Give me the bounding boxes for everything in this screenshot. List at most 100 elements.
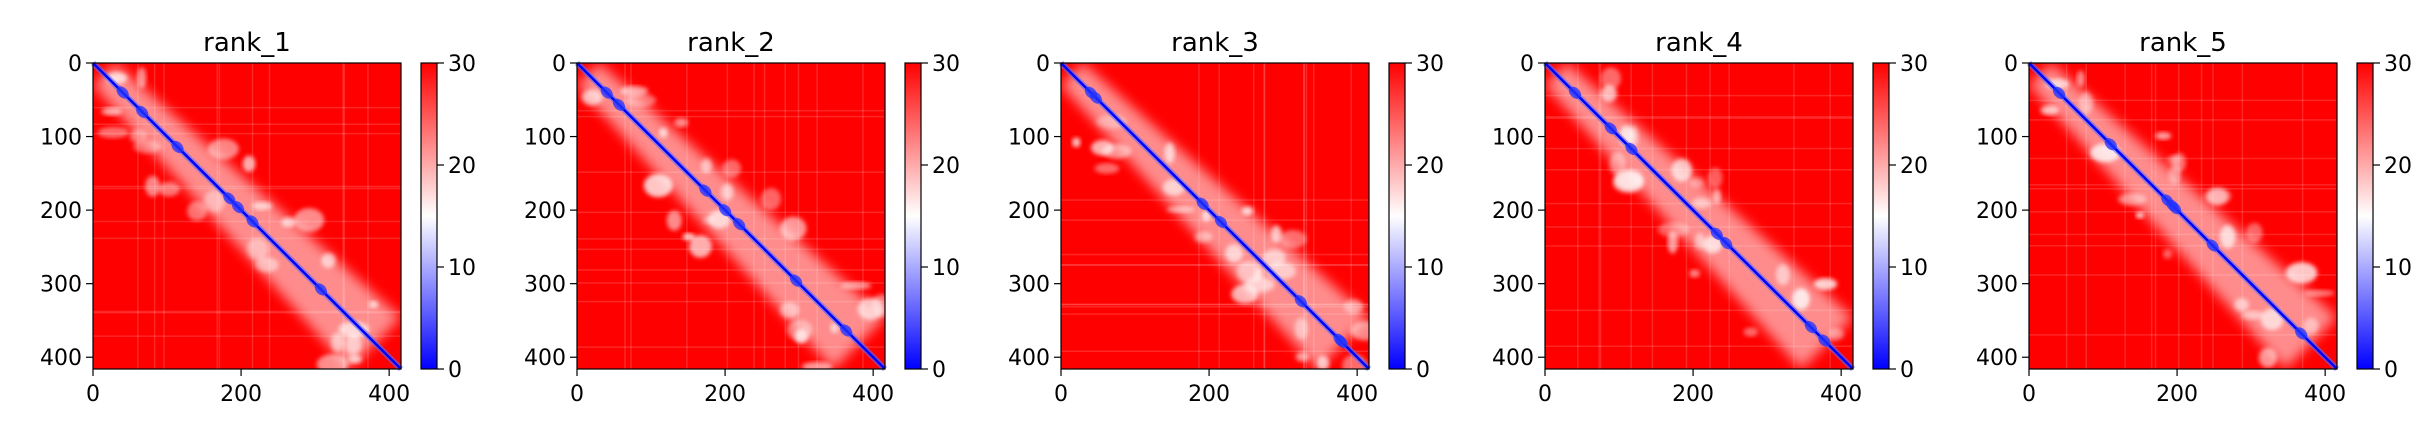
contact-blob — [2040, 105, 2059, 116]
streak — [2301, 63, 2304, 369]
contact-blob — [2285, 262, 2318, 284]
contact-blob — [1071, 137, 1081, 148]
contact-blob — [129, 128, 147, 144]
contact-blob — [101, 107, 122, 116]
axes-frame — [2028, 62, 2338, 370]
streak — [1709, 63, 1711, 369]
contact-blob — [674, 117, 689, 128]
streak — [2241, 63, 2244, 369]
diagonal-nodule — [223, 192, 236, 205]
contact-blob — [1316, 355, 1330, 371]
x-tick-label: 200 — [704, 382, 746, 407]
colorbar-tick-label: 30 — [1416, 52, 1444, 77]
streak — [163, 63, 165, 369]
contact-blob — [293, 208, 325, 233]
streak — [1545, 169, 1853, 171]
contact-blob — [368, 301, 379, 308]
streak — [1305, 63, 1308, 369]
x-tick-label: 0 — [570, 382, 584, 407]
streak — [577, 300, 885, 303]
streak — [1545, 94, 1853, 97]
x-tick-label: 200 — [220, 382, 262, 407]
streak — [577, 238, 885, 240]
streak — [1545, 226, 1853, 228]
contact-blob — [2303, 317, 2319, 334]
streak — [137, 63, 139, 369]
contact-blob — [840, 281, 872, 290]
contact-blob — [2135, 211, 2144, 219]
colorbar-tick-label: 10 — [1900, 256, 1928, 281]
diagonal-line — [576, 62, 886, 370]
contact-blob — [1094, 163, 1120, 174]
x-tick-label: 0 — [2022, 382, 2036, 407]
heatmap-image — [1542, 60, 1856, 372]
contact-blob — [643, 173, 673, 198]
streak — [93, 335, 401, 337]
streak — [577, 115, 885, 118]
contact-blob — [1166, 206, 1196, 213]
heatmap-image — [574, 60, 892, 372]
streak — [2029, 188, 2337, 190]
colorbar-tick-label: 0 — [448, 358, 462, 383]
diagonal-nodule — [719, 204, 732, 217]
streak — [1545, 345, 1853, 348]
contact-blob — [2162, 249, 2172, 260]
streak — [624, 63, 626, 369]
streak — [1545, 245, 1853, 247]
streak — [1303, 63, 1305, 369]
colorbar — [904, 62, 922, 370]
colorbar-tick-label: 20 — [1416, 154, 1444, 179]
streak — [93, 311, 401, 314]
x-tick-label: 400 — [1336, 382, 1378, 407]
contact-blob — [2246, 222, 2263, 243]
heatmap-image — [90, 60, 404, 375]
diagonal-nodule — [1196, 197, 1209, 210]
contact-blob — [1707, 167, 1723, 189]
contact-blob — [722, 159, 742, 178]
chart-title: rank_2 — [687, 28, 775, 58]
x-tick-label: 0 — [1054, 382, 1068, 407]
streak — [1061, 263, 1369, 266]
y-tick-label: 100 — [1008, 126, 1050, 151]
streak — [93, 185, 401, 188]
streak — [2029, 99, 2337, 102]
streak — [2029, 334, 2337, 336]
contact-blob — [1279, 229, 1307, 249]
contact-blob — [1244, 277, 1275, 293]
streak — [93, 310, 401, 313]
colorbar-tick-label: 10 — [1416, 256, 1444, 281]
diagonal-nodule — [1818, 334, 1831, 347]
contact-blob — [158, 181, 180, 197]
contact-blob — [1263, 249, 1286, 267]
streak — [1545, 202, 1853, 205]
streak — [93, 123, 401, 125]
colorbar-tick-label: 10 — [2384, 256, 2412, 281]
diagonal-nodule — [1294, 295, 1307, 308]
diagonal-nodule — [1335, 335, 1348, 348]
contact-blob — [208, 138, 239, 160]
y-tick-label: 200 — [1008, 199, 1050, 224]
colorbar — [420, 62, 438, 370]
contact-blob — [2233, 298, 2249, 312]
streak — [1545, 117, 1853, 119]
streak — [784, 63, 787, 369]
streak — [93, 187, 401, 190]
streak — [93, 237, 401, 240]
streak — [1598, 63, 1600, 369]
diagonal-line — [1060, 62, 1370, 370]
contact-blob — [659, 127, 668, 138]
contact-blob — [2117, 193, 2147, 206]
contact-blob — [2206, 188, 2229, 206]
y-tick-label: 0 — [552, 52, 566, 77]
contact-blob — [1775, 264, 1790, 286]
contact-blob — [1689, 177, 1704, 188]
diagonal-nodule — [2206, 239, 2219, 252]
diagonal-line — [2028, 62, 2338, 370]
streak — [342, 63, 344, 369]
diagonal-nodule — [1625, 142, 1638, 155]
contact-blob — [625, 93, 657, 108]
diagonal-nodule — [2104, 138, 2117, 151]
streak — [1263, 63, 1265, 369]
